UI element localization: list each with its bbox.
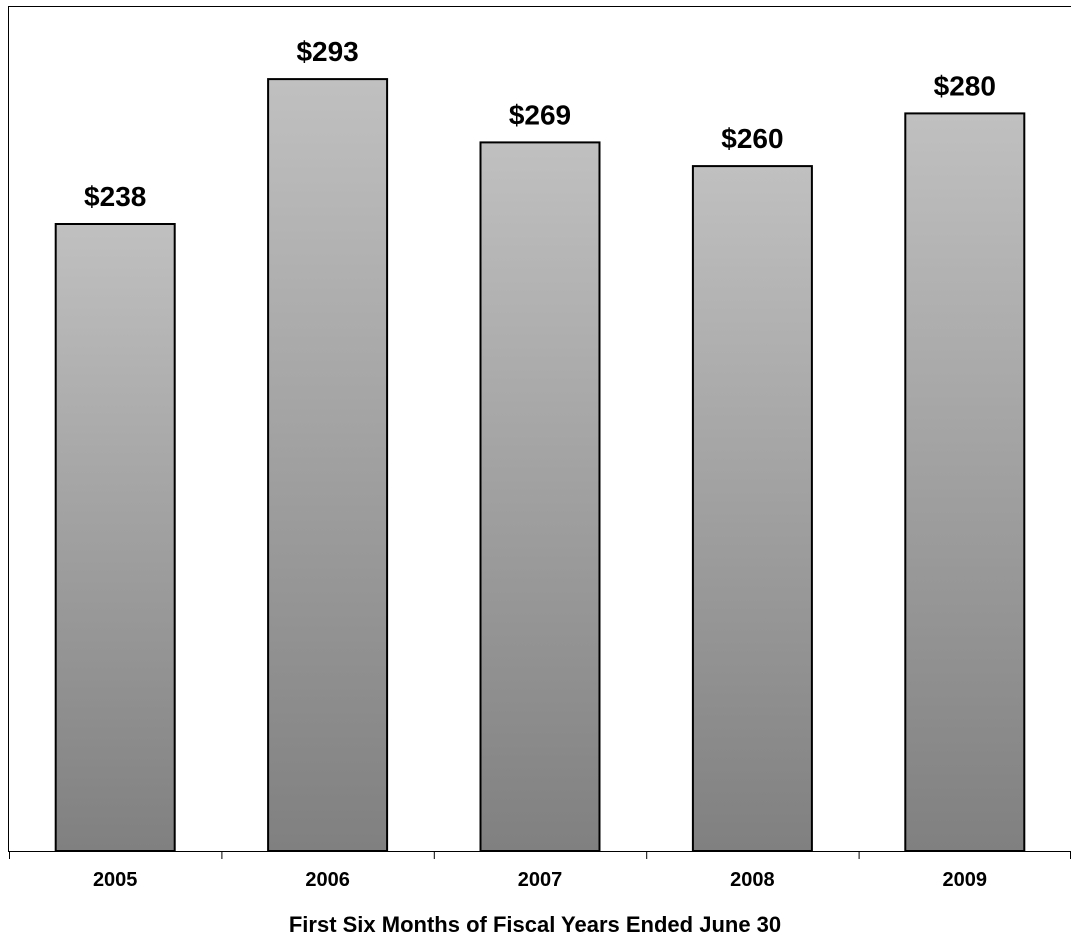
- x-tick-labels: 2005 2006 2007 2008 2009: [93, 869, 987, 891]
- x-tick-label-2006: 2006: [305, 869, 350, 891]
- x-tick-label-2005: 2005: [93, 869, 138, 891]
- x-tick-label-2009: 2009: [943, 869, 988, 891]
- x-axis-ticks: [9, 851, 1071, 859]
- bars-group: [54, 78, 1026, 853]
- bar-2007: [479, 141, 601, 852]
- bar-2005: [54, 223, 176, 852]
- value-label-2008: $260: [721, 123, 783, 154]
- x-tick-label-2007: 2007: [518, 869, 563, 891]
- value-label-2007: $269: [509, 99, 571, 130]
- x-tick-label-2008: 2008: [730, 869, 775, 891]
- bar-2006: [267, 78, 389, 853]
- value-label-2009: $280: [934, 70, 996, 101]
- x-axis-title: First Six Months of Fiscal Years Ended J…: [289, 912, 781, 937]
- value-label-2005: $238: [84, 181, 146, 212]
- bar-2008: [691, 165, 813, 853]
- value-label-2006: $293: [296, 36, 358, 67]
- value-labels-group: $238 $293 $269 $260 $280: [84, 36, 996, 212]
- bar-2009: [904, 112, 1026, 852]
